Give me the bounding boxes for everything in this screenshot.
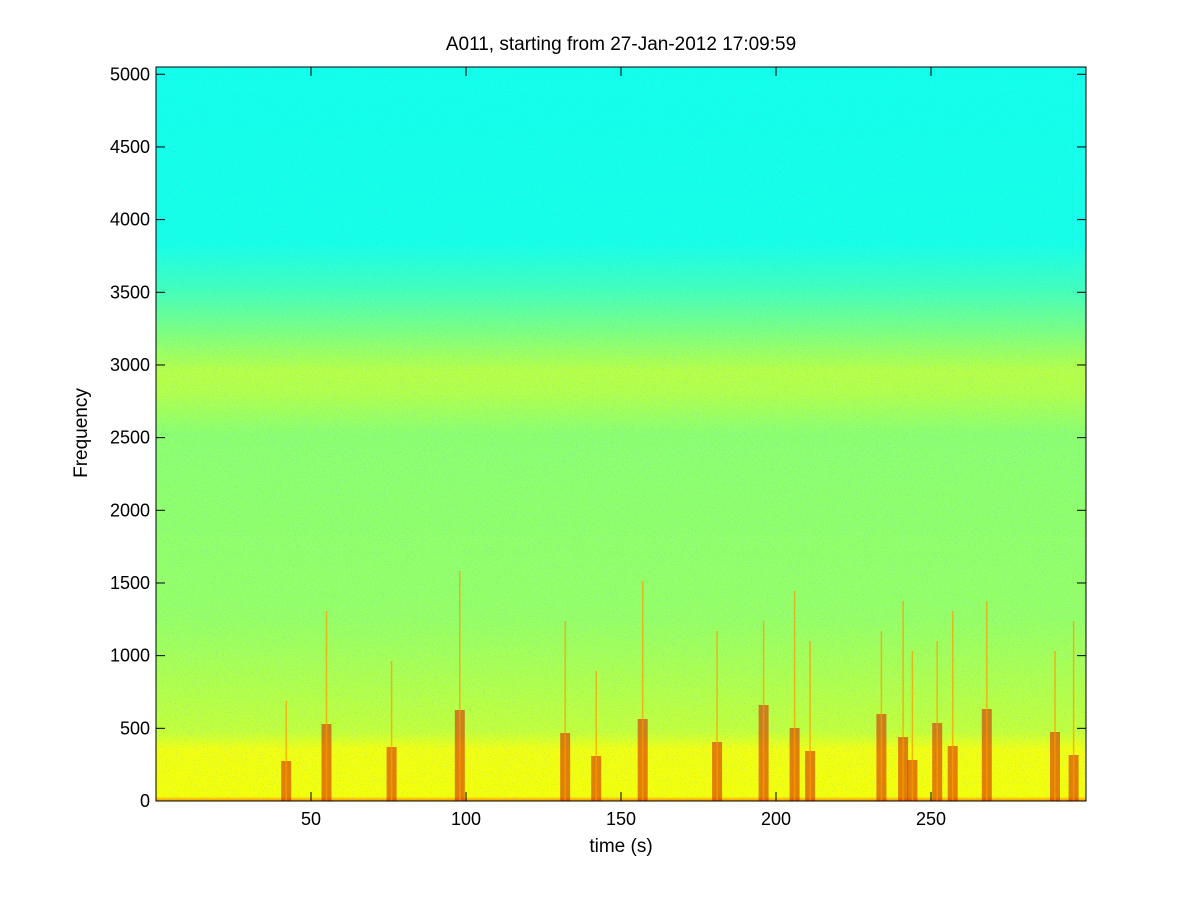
x-tick-label: 50 — [301, 809, 321, 829]
x-tick-label: 100 — [451, 809, 481, 829]
x-tick-label: 150 — [606, 809, 636, 829]
x-axis-label: time (s) — [589, 836, 653, 857]
x-tick-label: 250 — [916, 809, 946, 829]
spectrogram-image — [156, 67, 1086, 801]
y-tick-label: 2000 — [110, 500, 150, 520]
y-tick-label: 2500 — [110, 428, 150, 448]
spectrogram-texture — [156, 67, 1086, 801]
y-tick-label: 5000 — [110, 64, 150, 84]
y-tick-label: 3500 — [110, 282, 150, 302]
y-tick-label: 4500 — [110, 137, 150, 157]
y-tick-label: 1000 — [110, 646, 150, 666]
x-tick-label: 200 — [761, 809, 791, 829]
y-tick-label: 4000 — [110, 210, 150, 230]
y-tick-label: 3000 — [110, 355, 150, 375]
chart-title: A011, starting from 27-Jan-2012 17:09:59 — [445, 34, 797, 55]
axes: 50 100 150 200 25005001000150020002500300035… — [110, 64, 1087, 829]
y-tick-label: 1500 — [110, 573, 150, 593]
y-tick-label: 500 — [120, 718, 150, 738]
y-tick-label: 0 — [140, 791, 150, 811]
